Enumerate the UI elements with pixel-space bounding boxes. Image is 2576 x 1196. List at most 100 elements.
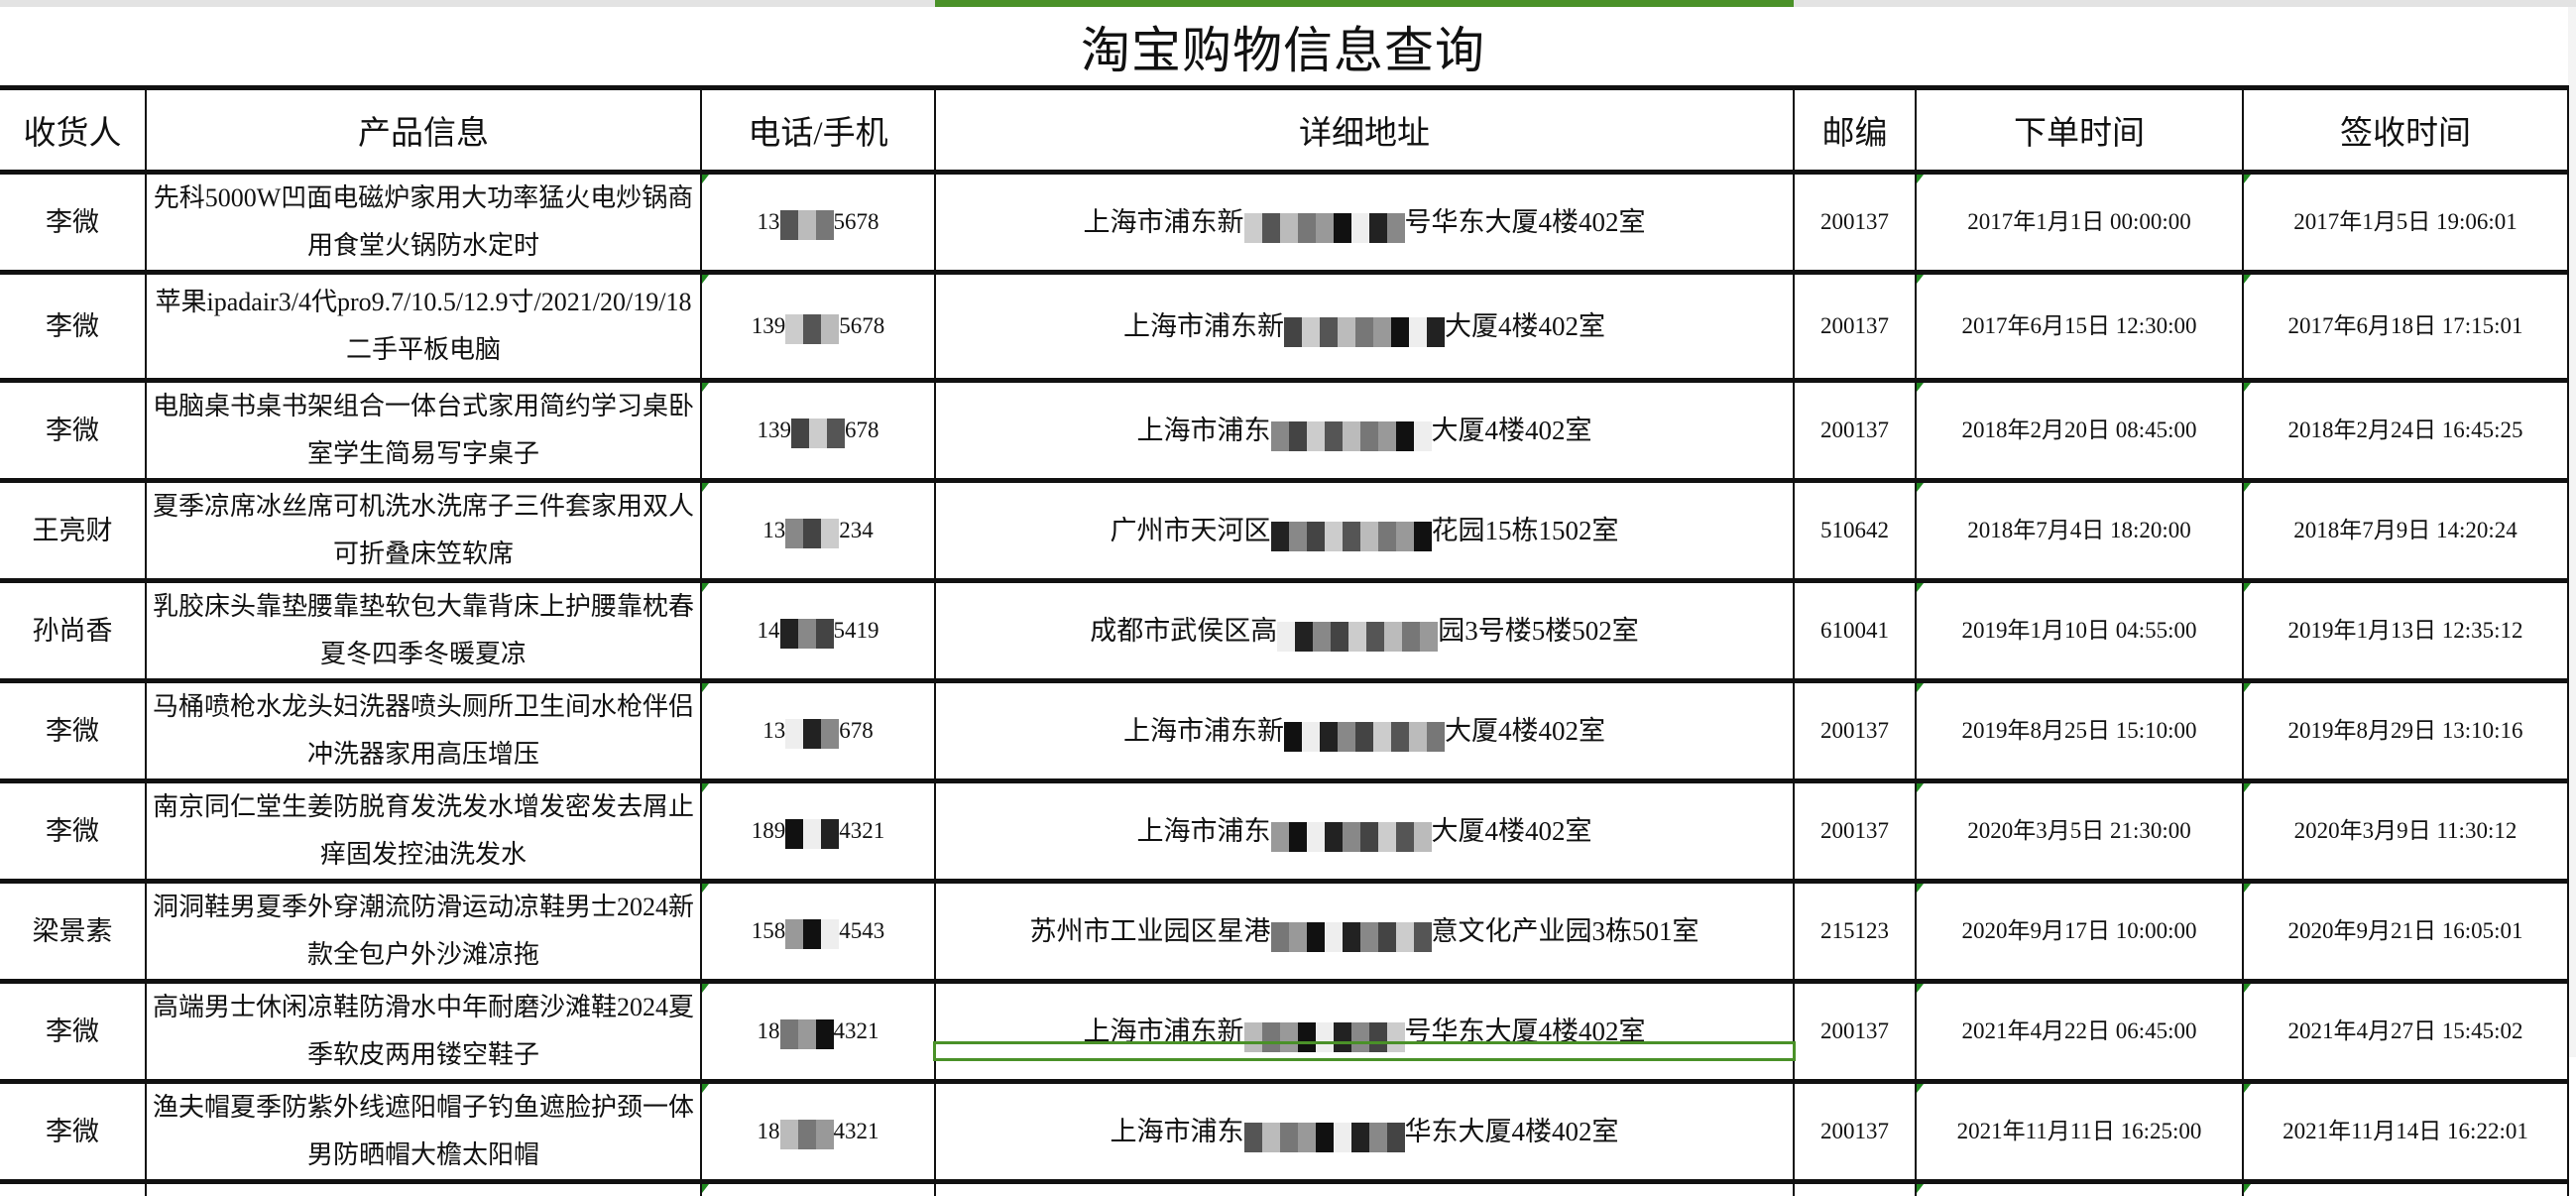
zip-cell[interactable]: 215123: [1793, 879, 1917, 982]
phone-visible-prefix: 13: [757, 209, 780, 234]
phone-cell[interactable]: 13 234: [700, 478, 936, 581]
sign-time-cell[interactable]: 2021年4月27日 15:45:02: [2242, 979, 2569, 1082]
sign-time-cell[interactable]: 2017年6月18日 17:15:01: [2242, 270, 2569, 381]
sign-time-cell[interactable]: 2021年11月14日 16:22:01: [2242, 1079, 2569, 1182]
phone-cell[interactable]: 139 678: [700, 378, 936, 481]
phone-visible-suffix: 4321: [839, 818, 885, 843]
address-cell[interactable]: 成都市武侯区高 园3号楼5楼502室: [934, 578, 1795, 681]
sign-time-cell[interactable]: 2018年2月24日 16:45:25: [2242, 378, 2569, 481]
selected-cell[interactable]: [933, 1041, 1796, 1061]
order-time-cell[interactable]: 2017年6月15日 12:30:00: [1915, 270, 2244, 381]
zip-cell[interactable]: 200137: [1793, 778, 1917, 882]
order-time-cell[interactable]: 2018年2月20日 08:45:00: [1915, 378, 2244, 481]
zip-cell[interactable]: 610041: [1793, 578, 1917, 681]
phone-cell[interactable]: 139 5678: [700, 270, 936, 381]
order-time-cell[interactable]: 2018年7月4日 18:20:00: [1915, 478, 2244, 581]
empty-cell[interactable]: [1793, 1179, 1917, 1196]
order-time-text: 2017年6月15日 12:30:00: [1961, 313, 2197, 338]
phone-cell[interactable]: 189 4321: [700, 778, 936, 882]
sign-time-cell[interactable]: 2020年9月21日 16:05:01: [2242, 879, 2569, 982]
address-cell[interactable]: 上海市浦东新 大厦4楼402室: [934, 270, 1795, 381]
header-row: 收货人 产品信息 电话/手机 详细地址 邮编 下单时间 签收时间: [0, 85, 2569, 173]
empty-cell[interactable]: [0, 1179, 147, 1196]
header-phone[interactable]: 电话/手机: [700, 85, 936, 173]
address-cell[interactable]: 上海市浦东新 号华东大厦4楼402室: [934, 979, 1795, 1082]
phone-cell[interactable]: 14 5419: [700, 578, 936, 681]
recipient-cell[interactable]: 李微: [0, 378, 147, 481]
product-cell[interactable]: 渔夫帽夏季防紫外线遮阳帽子钓鱼遮脸护颈一体男防晒帽大檐太阳帽: [145, 1079, 702, 1182]
order-time-text: 2019年8月25日 15:10:00: [1961, 718, 2197, 743]
order-time-cell[interactable]: 2019年8月25日 15:10:00: [1915, 678, 2244, 781]
sign-time-cell[interactable]: 2017年1月5日 19:06:01: [2242, 170, 2569, 273]
header-order-time[interactable]: 下单时间: [1915, 85, 2244, 173]
recipient-cell[interactable]: 孙尚香: [0, 578, 147, 681]
recipient-cell[interactable]: 王亮财: [0, 478, 147, 581]
product-cell[interactable]: 电脑桌书桌书架组合一体台式家用简约学习桌卧室学生简易写字桌子: [145, 378, 702, 481]
recipient-cell[interactable]: 李微: [0, 678, 147, 781]
phone-visible-prefix: 158: [751, 918, 786, 943]
empty-cell[interactable]: [934, 1179, 1795, 1196]
address-cell[interactable]: 上海市浦东 华东大厦4楼402室: [934, 1079, 1795, 1182]
phone-cell[interactable]: 18 4321: [700, 1079, 936, 1182]
sign-time-cell[interactable]: 2020年3月9日 11:30:12: [2242, 778, 2569, 882]
empty-cell[interactable]: [145, 1179, 702, 1196]
order-time-cell[interactable]: 2020年9月17日 10:00:00: [1915, 879, 2244, 982]
zip-cell[interactable]: 200137: [1793, 1079, 1917, 1182]
header-product[interactable]: 产品信息: [145, 85, 702, 173]
header-zip[interactable]: 邮编: [1793, 85, 1917, 173]
phone-cell[interactable]: 13 5678: [700, 170, 936, 273]
comment-marker-icon: [2244, 884, 2251, 893]
order-time-cell[interactable]: 2021年4月22日 06:45:00: [1915, 979, 2244, 1082]
recipient-cell[interactable]: 李微: [0, 170, 147, 273]
address-cell[interactable]: 上海市浦东新 号华东大厦4楼402室: [934, 170, 1795, 273]
sign-time-cell[interactable]: 2019年1月13日 12:35:12: [2242, 578, 2569, 681]
phone-cell[interactable]: 158 4543: [700, 879, 936, 982]
address-cell[interactable]: 上海市浦东新 大厦4楼402室: [934, 678, 1795, 781]
recipient-cell[interactable]: 梁景素: [0, 879, 147, 982]
zip-cell[interactable]: 200137: [1793, 270, 1917, 381]
phone-cell[interactable]: 18 4321: [700, 979, 936, 1082]
order-time-cell[interactable]: 2017年1月1日 00:00:00: [1915, 170, 2244, 273]
product-cell[interactable]: 苹果ipadair3/4代pro9.7/10.5/12.9寸/2021/20/1…: [145, 270, 702, 381]
product-cell[interactable]: 先科5000W凹面电磁炉家用大功率猛火电炒锅商用食堂火锅防水定时: [145, 170, 702, 273]
sign-time-cell[interactable]: 2019年8月29日 13:10:16: [2242, 678, 2569, 781]
table-row: 王亮财 夏季凉席冰丝席可机洗水洗席子三件套家用双人可折叠床笠软席 13 234 广州市天…: [0, 478, 2569, 581]
sign-time-cell[interactable]: 2018年7月9日 14:20:24: [2242, 478, 2569, 581]
zip-cell[interactable]: 200137: [1793, 678, 1917, 781]
product-cell[interactable]: 南京同仁堂生姜防脱育发洗发水增发密发去屑止痒固发控油洗发水: [145, 778, 702, 882]
empty-cell[interactable]: [700, 1179, 936, 1196]
recipient-cell[interactable]: 李微: [0, 979, 147, 1082]
product-cell[interactable]: 高端男士休闲凉鞋防滑水中年耐磨沙滩鞋2024夏季软皮两用镂空鞋子: [145, 979, 702, 1082]
sign-time-text: 2019年1月13日 12:35:12: [2287, 618, 2523, 643]
phone-cell[interactable]: 13 678: [700, 678, 936, 781]
address-cell[interactable]: 上海市浦东 大厦4楼402室: [934, 378, 1795, 481]
product-cell[interactable]: 夏季凉席冰丝席可机洗水洗席子三件套家用双人可折叠床笠软席: [145, 478, 702, 581]
product-cell[interactable]: 乳胶床头靠垫腰靠垫软包大靠背床上护腰靠枕春夏冬四季冬暖夏凉: [145, 578, 702, 681]
product-cell[interactable]: 洞洞鞋男夏季外穿潮流防滑运动凉鞋男士2024新款全包户外沙滩凉拖: [145, 879, 702, 982]
product-cell[interactable]: 马桶喷枪水龙头妇洗器喷头厕所卫生间水枪伴侣冲洗器家用高压增压: [145, 678, 702, 781]
order-time-cell[interactable]: 2021年11月11日 16:25:00: [1915, 1079, 2244, 1182]
empty-cell[interactable]: [1915, 1179, 2244, 1196]
zip-cell[interactable]: 510642: [1793, 478, 1917, 581]
address-visible-suffix: 号华东大厦4楼402室: [1404, 207, 1646, 237]
recipient-cell[interactable]: 李微: [0, 270, 147, 381]
phone-visible-prefix: 18: [757, 1018, 780, 1043]
zip-cell[interactable]: 200137: [1793, 979, 1917, 1082]
address-cell[interactable]: 上海市浦东 大厦4楼402室: [934, 778, 1795, 882]
redaction-mosaic: [1284, 719, 1445, 752]
zip-cell[interactable]: 200137: [1793, 170, 1917, 273]
header-sign-time[interactable]: 签收时间: [2242, 85, 2569, 173]
redaction-mosaic: [1270, 519, 1432, 551]
recipient-cell[interactable]: 李微: [0, 1079, 147, 1182]
comment-marker-icon: [2244, 275, 2251, 284]
recipient-cell[interactable]: 李微: [0, 778, 147, 882]
zip-cell[interactable]: 200137: [1793, 378, 1917, 481]
order-time-cell[interactable]: 2019年1月10日 04:55:00: [1915, 578, 2244, 681]
empty-cell[interactable]: [2242, 1179, 2569, 1196]
address-cell[interactable]: 苏州市工业园区星港 意文化产业园3栋501室: [934, 879, 1795, 982]
address-cell[interactable]: 广州市天河区 花园15栋1502室: [934, 478, 1795, 581]
order-time-cell[interactable]: 2020年3月5日 21:30:00: [1915, 778, 2244, 882]
header-recipient[interactable]: 收货人: [0, 85, 147, 173]
header-address[interactable]: 详细地址: [934, 85, 1795, 173]
redaction-mosaic: [779, 209, 834, 240]
